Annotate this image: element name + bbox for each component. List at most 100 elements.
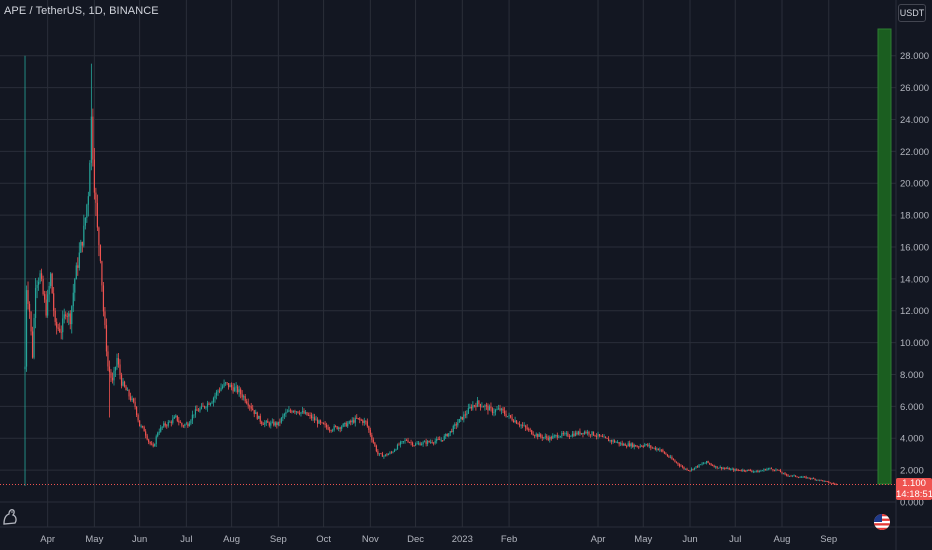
candle-body xyxy=(131,398,133,401)
candle-body xyxy=(68,313,70,317)
candle-body xyxy=(805,476,807,479)
candle-body xyxy=(639,445,641,447)
candle-body xyxy=(558,436,560,438)
candle-body xyxy=(255,412,257,414)
candle-body xyxy=(374,442,376,446)
candle-body xyxy=(796,476,798,478)
candle-body xyxy=(458,419,460,423)
candle-body xyxy=(478,400,480,405)
candle-body xyxy=(105,325,108,352)
candle-body xyxy=(623,443,625,446)
candle-body xyxy=(386,454,388,456)
candle-body xyxy=(333,426,335,430)
candle-body xyxy=(322,422,325,425)
candle-body xyxy=(419,443,421,446)
candle-body xyxy=(137,414,139,421)
candle-body xyxy=(102,285,105,312)
candle-body xyxy=(586,431,589,434)
us-flag-icon[interactable] xyxy=(874,514,890,530)
candle-body xyxy=(766,469,768,471)
candle-body xyxy=(779,470,782,473)
candle-body xyxy=(47,294,49,316)
candle-body xyxy=(678,464,681,466)
currency-button[interactable]: USDT xyxy=(898,4,926,22)
candle-body xyxy=(540,434,542,437)
candle-body xyxy=(654,447,656,450)
candle-body xyxy=(469,406,471,409)
candle-body xyxy=(793,475,795,477)
candle-body xyxy=(831,483,833,484)
candle-body xyxy=(437,439,439,440)
candle-body xyxy=(647,444,649,447)
candle-body xyxy=(715,466,717,468)
candle-body xyxy=(535,434,537,436)
candle-body xyxy=(742,469,744,471)
candle-body xyxy=(600,435,602,437)
candle-body xyxy=(546,436,548,438)
candle-body xyxy=(294,410,296,412)
price-axis[interactable]: 28.000 26.000 24.000 22.000 20.000 18.000 16.0… xyxy=(895,0,929,550)
candle-body xyxy=(319,420,322,423)
candle-body xyxy=(172,418,174,423)
candle-body xyxy=(425,441,427,444)
candle-body xyxy=(683,466,685,469)
candle-body xyxy=(399,441,402,445)
candle-body xyxy=(641,445,643,447)
candle-body xyxy=(719,467,721,468)
candle-body xyxy=(472,405,474,409)
candle-body xyxy=(72,292,74,307)
candle-body xyxy=(506,416,509,417)
candle-body xyxy=(445,434,447,437)
candle-body xyxy=(249,405,251,407)
candle-body xyxy=(316,419,319,424)
y-tick-label: 14.000 xyxy=(900,274,929,285)
candle-body xyxy=(454,424,456,426)
candle-body xyxy=(191,414,193,421)
candle-body xyxy=(62,318,64,333)
candle-body xyxy=(196,409,198,411)
candle-body xyxy=(751,470,753,472)
candle-body xyxy=(767,468,770,470)
candle-body xyxy=(467,408,469,414)
candle-body xyxy=(737,470,739,471)
candle-body xyxy=(237,386,239,393)
candle-body xyxy=(132,398,135,402)
candle-body xyxy=(782,473,785,474)
candle-body xyxy=(286,411,288,413)
candle-body xyxy=(440,439,442,441)
candle-body xyxy=(363,420,365,423)
candle-body xyxy=(407,440,409,443)
time-axis[interactable]: Apr May Jun Jul Aug Sep Oct Nov Dec 2023 Feb Apr May… xyxy=(0,526,932,545)
candle-body xyxy=(680,465,682,467)
candle-body xyxy=(194,409,197,415)
y-tick-label: 22.000 xyxy=(900,147,929,158)
candle-body xyxy=(475,405,477,407)
candle-body xyxy=(240,389,242,395)
candle-body xyxy=(541,436,543,439)
candle-body xyxy=(788,475,791,477)
candle-body xyxy=(488,406,491,411)
candle-body xyxy=(576,432,578,435)
candle-body xyxy=(758,471,760,473)
candle-body xyxy=(185,423,187,425)
candle-body xyxy=(813,478,815,480)
candle-body xyxy=(193,414,195,416)
candle-body xyxy=(341,426,343,429)
candle-body xyxy=(291,411,293,413)
candle-body xyxy=(327,427,329,430)
candle-body xyxy=(784,473,786,475)
candle-body xyxy=(810,478,812,480)
candle-body xyxy=(760,470,762,472)
candles xyxy=(24,55,837,487)
candle-body xyxy=(452,425,454,432)
candle-body xyxy=(820,479,822,481)
candle-body xyxy=(267,421,269,423)
x-tick-label: 2023 xyxy=(452,534,473,545)
candle-body xyxy=(802,476,804,478)
candle-body xyxy=(306,412,308,416)
candle-body xyxy=(559,436,561,437)
tradingview-logo-icon[interactable] xyxy=(0,506,22,528)
candle-body xyxy=(90,116,92,163)
candle-body xyxy=(509,415,512,418)
